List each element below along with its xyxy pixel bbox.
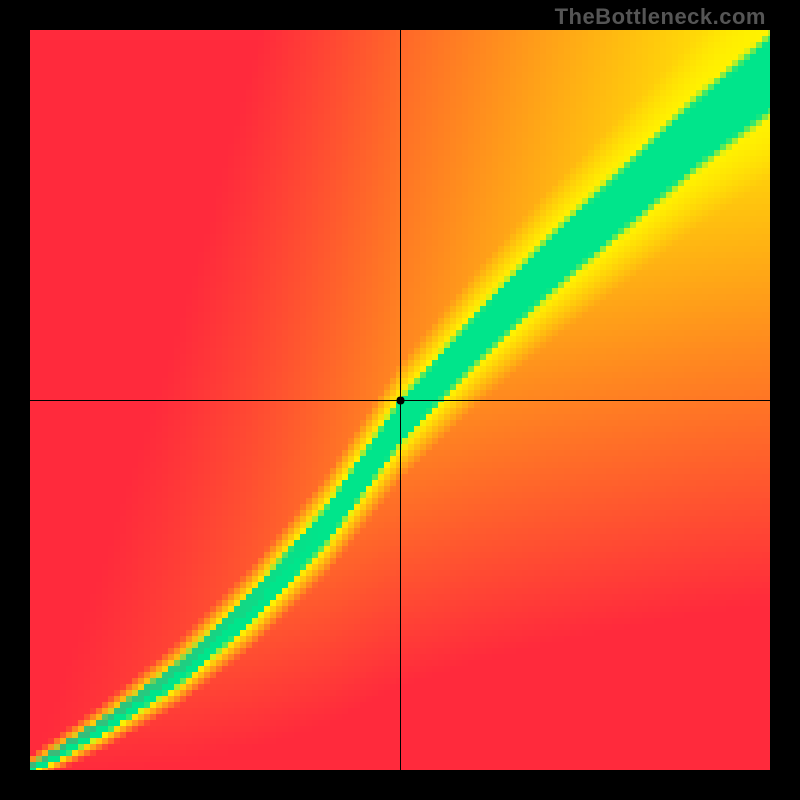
watermark-text: TheBottleneck.com	[555, 4, 766, 30]
heatmap-plot	[30, 30, 770, 770]
heatmap-canvas	[30, 30, 770, 770]
chart-frame: TheBottleneck.com	[0, 0, 800, 800]
